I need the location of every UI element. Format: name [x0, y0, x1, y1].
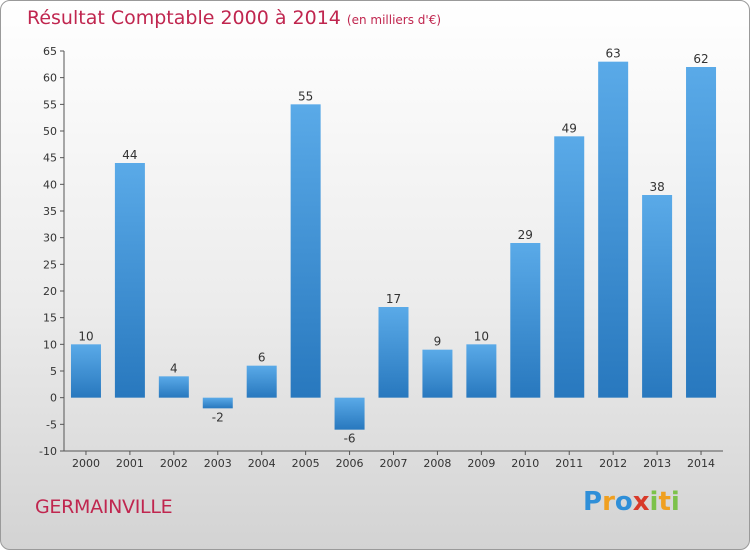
- bar-2009: [466, 344, 497, 398]
- bar-2006: [334, 397, 365, 430]
- data-label: -2: [212, 410, 224, 424]
- y-tick-label: 40: [43, 178, 57, 191]
- x-tick-label: 2010: [511, 457, 539, 470]
- y-tick-label: 30: [43, 232, 57, 245]
- y-tick-label: 35: [43, 205, 57, 218]
- x-tick-label: 2004: [248, 457, 276, 470]
- data-label: 38: [649, 180, 664, 194]
- x-tick-label: 2003: [204, 457, 232, 470]
- bar-2008: [422, 349, 453, 398]
- y-tick-label: 25: [43, 258, 57, 271]
- x-tick-label: 2009: [467, 457, 495, 470]
- y-tick-label: 45: [43, 152, 57, 165]
- y-tick-label: 10: [43, 338, 57, 351]
- logo-letter: o: [614, 487, 633, 517]
- logo-letter: x: [632, 487, 650, 517]
- x-tick-label: 2007: [380, 457, 408, 470]
- x-tick-label: 2000: [72, 457, 100, 470]
- bar-2003: [202, 397, 233, 409]
- logo-letter: t: [658, 487, 671, 517]
- data-label: 55: [298, 89, 313, 103]
- x-tick-label: 2014: [687, 457, 715, 470]
- title-unit: (en milliers d'€): [346, 13, 442, 27]
- y-tick-label: 50: [43, 125, 57, 138]
- data-label: 10: [474, 329, 489, 343]
- data-label: 4: [170, 361, 178, 375]
- y-tick-label: 55: [43, 98, 57, 111]
- title-text: Résultat Comptable 2000 à 2014: [27, 7, 341, 29]
- y-tick-label: 0: [50, 392, 57, 405]
- bar-2000: [70, 344, 101, 398]
- commune-name: GERMAINVILLE: [35, 496, 173, 518]
- x-tick-label: 2005: [292, 457, 320, 470]
- x-tick-label: 2002: [160, 457, 188, 470]
- data-label: 17: [386, 292, 401, 306]
- bar-2004: [246, 365, 277, 398]
- logo-letter: P: [583, 487, 603, 517]
- proxiti-logo: Proxiti: [583, 487, 680, 517]
- x-tick-label: 2006: [336, 457, 364, 470]
- bar-2001: [114, 163, 145, 398]
- data-label: 10: [78, 329, 93, 343]
- bar-2005: [290, 104, 321, 398]
- x-tick-label: 2008: [423, 457, 451, 470]
- bar-2011: [554, 136, 585, 398]
- data-label: 44: [122, 148, 137, 162]
- y-tick-label: 60: [43, 72, 57, 85]
- x-tick-label: 2011: [555, 457, 583, 470]
- logo-letter: i: [670, 487, 680, 517]
- x-tick-label: 2013: [643, 457, 671, 470]
- x-tick-label: 2012: [599, 457, 627, 470]
- data-label: 49: [562, 121, 577, 135]
- bar-2007: [378, 307, 409, 398]
- data-label: 63: [606, 47, 621, 61]
- bar-2013: [642, 195, 673, 398]
- chart-title: Résultat Comptable 2000 à 2014 (en millie…: [27, 7, 441, 29]
- y-tick-label: 20: [43, 285, 57, 298]
- data-label: 62: [693, 52, 708, 66]
- y-tick-label: 15: [43, 312, 57, 325]
- x-tick-label: 2001: [116, 457, 144, 470]
- bar-2002: [158, 376, 189, 398]
- bar-2010: [510, 243, 541, 398]
- logo-letter: r: [602, 487, 615, 517]
- bar-2014: [686, 67, 717, 398]
- data-label: 9: [434, 335, 442, 349]
- y-tick-label: 65: [43, 45, 57, 58]
- data-label: 29: [518, 228, 533, 242]
- logo-letter: i: [649, 487, 659, 517]
- y-tick-label: 5: [50, 365, 57, 378]
- bar-2012: [598, 61, 629, 398]
- data-label: 6: [258, 351, 266, 365]
- y-tick-label: -5: [46, 418, 57, 431]
- data-label: -6: [344, 432, 356, 446]
- y-tick-label: -10: [39, 445, 57, 458]
